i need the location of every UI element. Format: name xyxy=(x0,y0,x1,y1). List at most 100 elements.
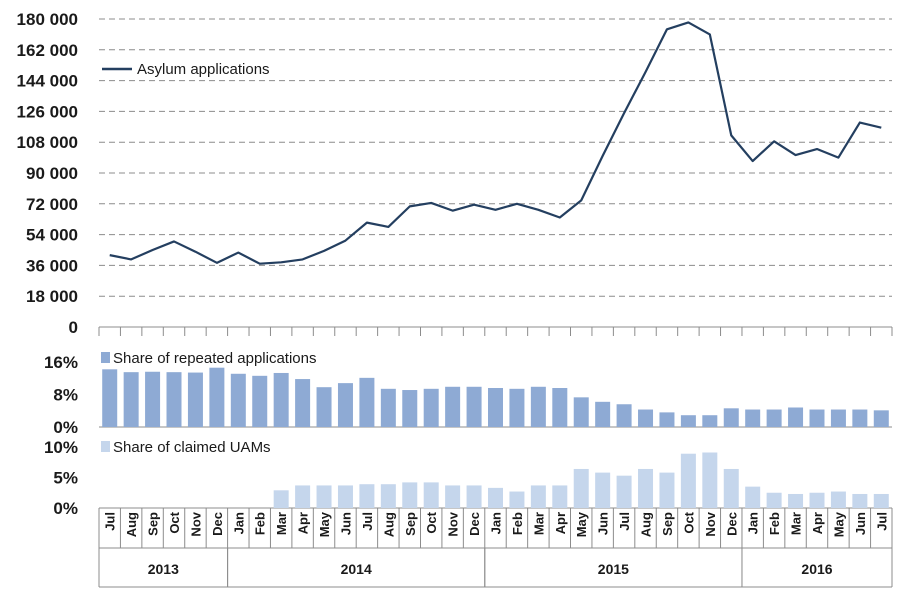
repeated-bar xyxy=(766,409,782,427)
repeated-bar xyxy=(402,390,418,427)
legend-swatch xyxy=(101,441,110,452)
repeated-bar xyxy=(273,372,289,427)
month-label: May xyxy=(574,511,589,537)
repeated-bar xyxy=(445,386,461,427)
repeated-bar xyxy=(337,383,353,428)
month-label: Jun xyxy=(338,512,353,535)
uam-bar xyxy=(830,491,846,508)
uam-bar xyxy=(552,485,568,508)
repeated-bar xyxy=(380,388,396,427)
repeated-bar xyxy=(316,387,332,427)
uam-bar xyxy=(445,485,461,508)
y-tick-label: 0% xyxy=(53,418,78,437)
repeated-bar xyxy=(745,409,761,427)
repeated-bar xyxy=(809,409,825,427)
month-label: Jul xyxy=(617,512,632,531)
uam-bar xyxy=(573,468,589,508)
month-label: Nov xyxy=(188,511,203,536)
uam-bar xyxy=(745,486,761,508)
month-label: Oct xyxy=(681,511,696,533)
month-label: Jul xyxy=(360,512,375,531)
y-tick-label: 90 000 xyxy=(26,164,78,183)
month-label: Aug xyxy=(381,512,396,537)
legend-label: Share of claimed UAMs xyxy=(113,439,271,456)
repeated-bar xyxy=(252,375,268,427)
month-label: Mar xyxy=(789,512,804,535)
year-label: 2014 xyxy=(341,561,372,577)
uam-bar xyxy=(359,484,375,508)
uam-bar xyxy=(295,485,311,508)
repeated-bar xyxy=(723,408,739,427)
month-label: Jun xyxy=(853,512,868,535)
month-label: Sep xyxy=(403,512,418,536)
month-label: Sep xyxy=(660,512,675,536)
month-label: Dec xyxy=(467,512,482,536)
uam-bar xyxy=(659,472,675,508)
repeated-bar xyxy=(873,410,889,427)
uam-bar xyxy=(466,485,482,508)
year-label: 2013 xyxy=(148,561,179,577)
month-label: Jan xyxy=(231,512,246,534)
y-tick-label: 108 000 xyxy=(17,133,78,152)
y-tick-label: 18 000 xyxy=(26,287,78,306)
uam-bar xyxy=(723,468,739,508)
month-label: Oct xyxy=(424,511,439,533)
y-tick-label: 8% xyxy=(53,386,78,405)
month-label: Mar xyxy=(274,512,289,535)
month-label: Jan xyxy=(489,512,504,534)
month-label: Jul xyxy=(874,512,889,531)
uam-bar xyxy=(638,468,654,508)
uam-bar xyxy=(488,487,503,508)
repeated-bar xyxy=(616,404,632,427)
repeated-bar xyxy=(423,388,439,427)
uam-bar xyxy=(509,491,525,508)
month-label: Jun xyxy=(596,512,611,535)
repeated-bar xyxy=(530,386,546,427)
y-tick-label: 180 000 xyxy=(17,10,78,29)
asylum-applications-panel: 0 18 000 36 000 54 000 72 000 90 000 108 000 12… xyxy=(17,10,892,337)
uam-bar xyxy=(852,493,868,508)
uam-bar xyxy=(809,492,825,508)
month-label: Apr xyxy=(296,512,311,534)
y-tick-label: 162 000 xyxy=(17,41,78,60)
month-label: May xyxy=(317,511,332,537)
y-tick-label: 54 000 xyxy=(26,226,78,245)
repeated-bar xyxy=(509,388,525,427)
uam-bar xyxy=(616,475,632,508)
month-label: Feb xyxy=(510,512,525,535)
repeated-bar xyxy=(830,409,846,427)
repeated-bar xyxy=(852,409,868,427)
month-label: Nov xyxy=(703,511,718,536)
y-tick-label: 126 000 xyxy=(17,102,78,121)
repeated-bar xyxy=(230,373,246,427)
repeated-bar xyxy=(209,367,225,427)
repeated-bar xyxy=(359,377,375,427)
uam-bar xyxy=(273,490,289,508)
repeated-bar xyxy=(659,412,675,428)
uam-bar xyxy=(680,453,696,508)
repeated-bar xyxy=(123,372,139,427)
legend-label: Share of repeated applications xyxy=(113,350,316,367)
repeated-bar xyxy=(573,397,589,427)
uam-bar xyxy=(766,492,782,508)
y-tick-label: 0% xyxy=(53,499,78,518)
y-tick-label: 16% xyxy=(44,353,78,372)
uam-bar xyxy=(702,452,718,508)
month-label: Dec xyxy=(210,512,225,536)
repeated-bar xyxy=(680,415,696,427)
repeated-bar xyxy=(166,372,182,427)
month-label: Feb xyxy=(253,512,268,535)
year-label: 2015 xyxy=(598,561,629,577)
uam-bar xyxy=(873,493,889,508)
month-label: Apr xyxy=(553,512,568,534)
y-tick-label: 36 000 xyxy=(26,256,78,275)
repeated-bar xyxy=(145,371,161,427)
month-label: Apr xyxy=(810,512,825,534)
y-tick-label: 144 000 xyxy=(17,72,78,91)
repeated-bar xyxy=(638,409,654,427)
repeated-bar xyxy=(466,386,482,427)
month-label: Feb xyxy=(767,512,782,535)
y-tick-label: 72 000 xyxy=(26,195,78,214)
month-label: Nov xyxy=(446,511,461,536)
